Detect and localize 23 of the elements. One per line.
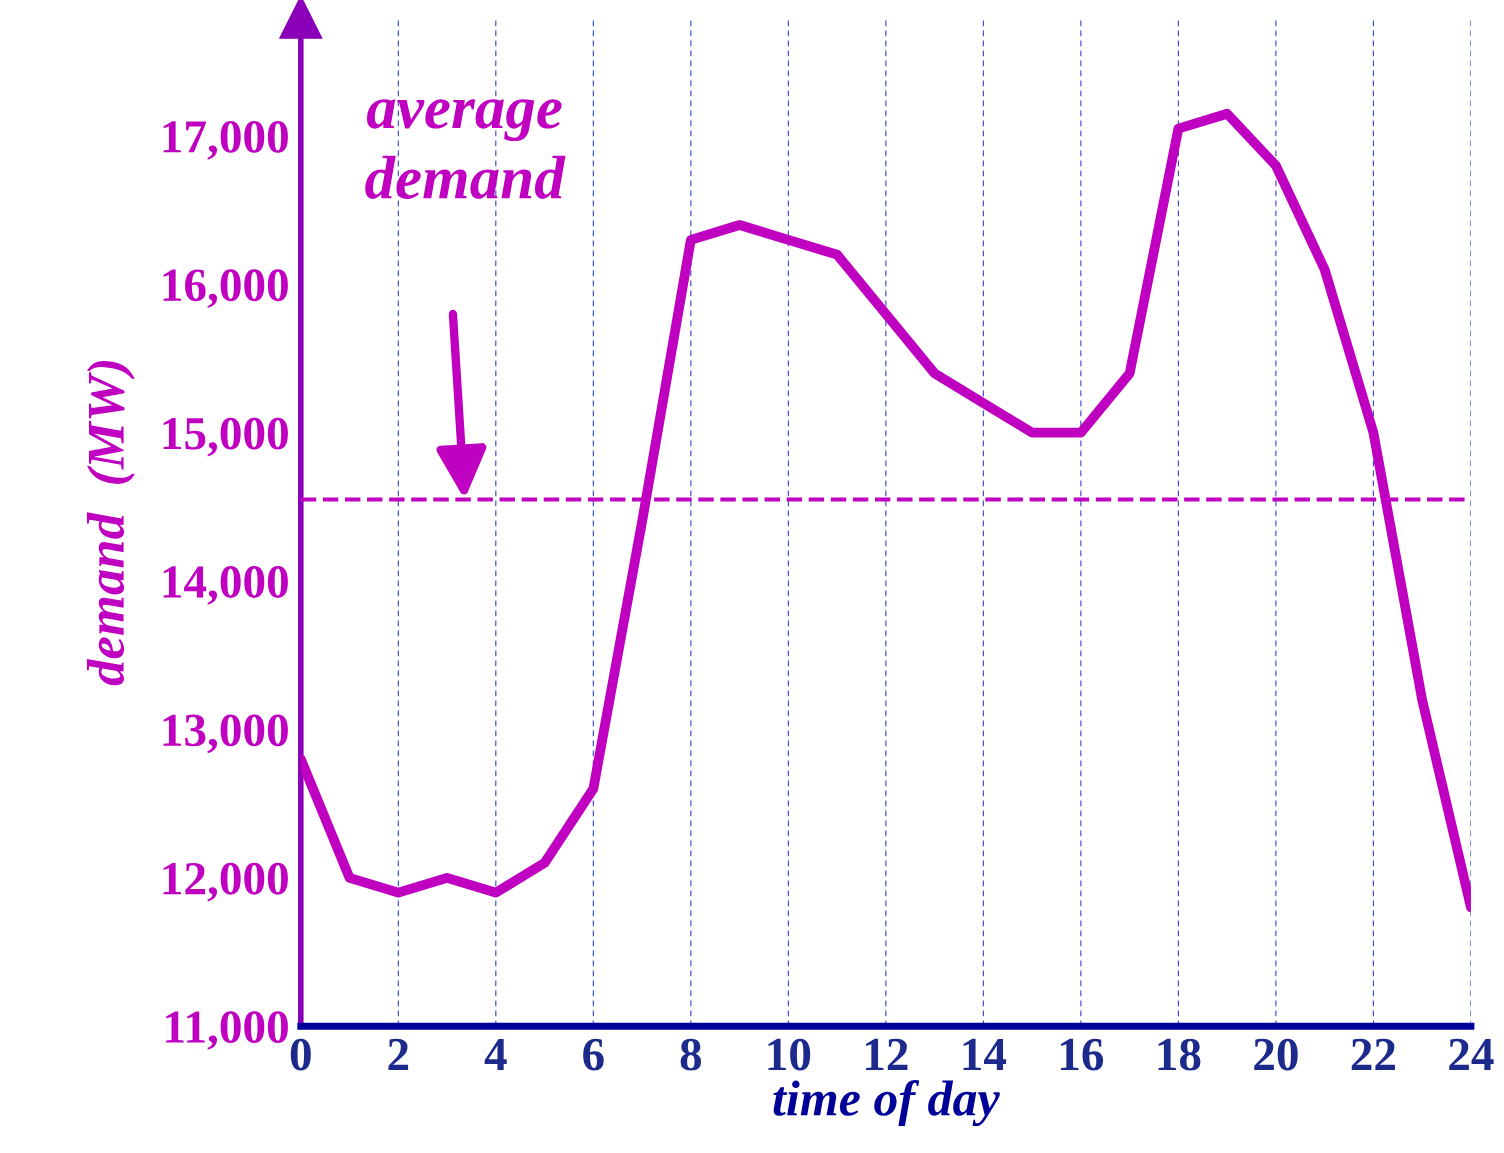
- x-tick-label: 14: [963, 1038, 1007, 1071]
- x-tick-label: 22: [1351, 1038, 1395, 1071]
- x-tick-label: 0: [290, 1038, 311, 1071]
- y-tick-label: 16,000: [163, 269, 288, 309]
- annotation: average demand: [365, 99, 566, 199]
- x-tick-label: 2: [388, 1038, 409, 1071]
- y-tick-label: 15,000: [163, 417, 288, 457]
- y-tick-label: 13,000: [163, 714, 288, 754]
- x-tick-label: 10: [768, 1038, 811, 1071]
- x-tick-label: 8: [680, 1038, 702, 1071]
- y-tick-label: 14,000: [163, 566, 288, 605]
- x-tick-label: 24: [1449, 1038, 1494, 1071]
- x-tick-label: 12: [866, 1038, 908, 1071]
- x-tick-label: 18: [1158, 1038, 1201, 1071]
- x-axis-title: time of day: [773, 1080, 1000, 1127]
- x-tick-label: 16: [1061, 1038, 1104, 1071]
- y-tick-label: 12,000: [163, 862, 288, 902]
- y-tick-label: 11,000: [166, 1011, 288, 1050]
- x-tick-label: 4: [484, 1038, 507, 1071]
- y-axis-title: demand (MW): [86, 360, 135, 686]
- x-tick-label: 20: [1254, 1038, 1298, 1071]
- y-tick-label: 17,000: [163, 120, 288, 160]
- x-tick-label: 6: [583, 1038, 604, 1071]
